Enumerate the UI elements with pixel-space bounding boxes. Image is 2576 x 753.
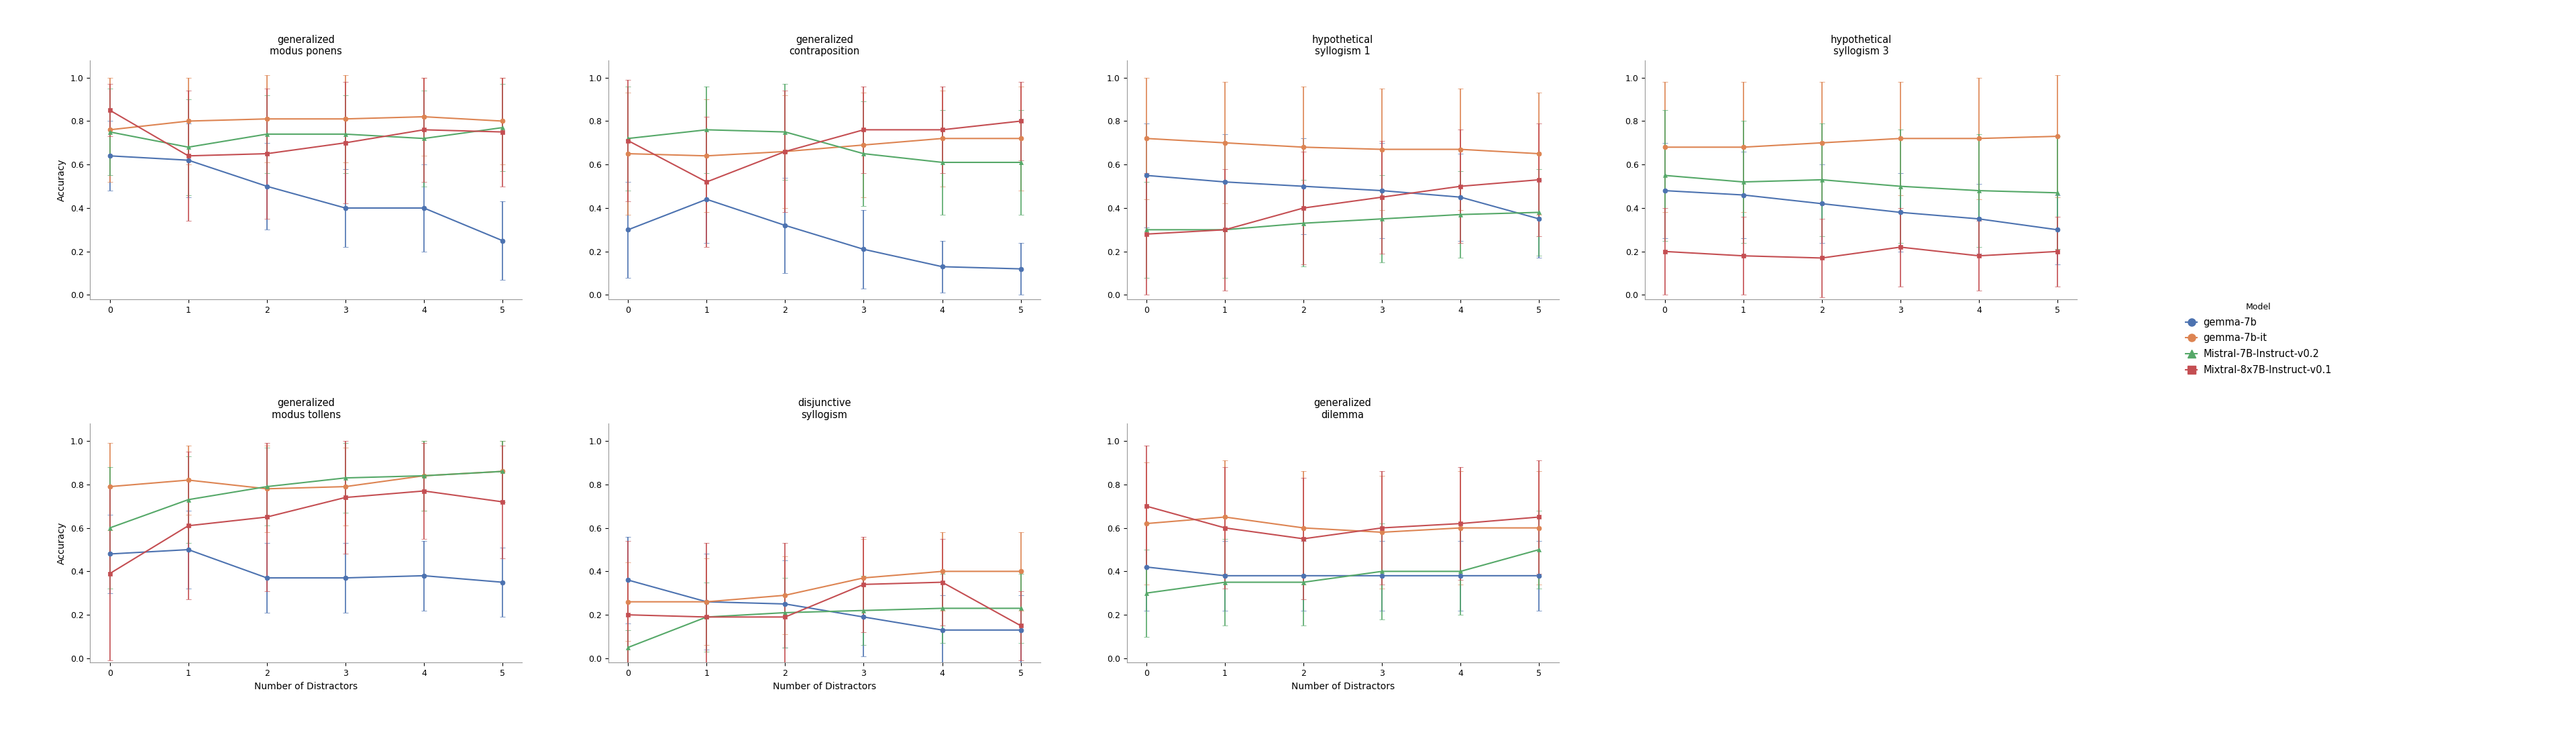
Title: generalized
contraposition: generalized contraposition: [788, 35, 860, 56]
Y-axis label: Accuracy: Accuracy: [57, 522, 67, 565]
X-axis label: Number of Distractors: Number of Distractors: [1291, 681, 1394, 691]
Y-axis label: Accuracy: Accuracy: [57, 158, 67, 201]
X-axis label: Number of Distractors: Number of Distractors: [773, 681, 876, 691]
X-axis label: Number of Distractors: Number of Distractors: [255, 681, 358, 691]
Title: disjunctive
syllogism: disjunctive syllogism: [799, 398, 850, 420]
Title: hypothetical
syllogism 3: hypothetical syllogism 3: [1832, 35, 1891, 56]
Title: hypothetical
syllogism 1: hypothetical syllogism 1: [1311, 35, 1373, 56]
Title: generalized
modus tollens: generalized modus tollens: [270, 398, 340, 420]
Title: generalized
dilemma: generalized dilemma: [1314, 398, 1370, 420]
Title: generalized
modus ponens: generalized modus ponens: [270, 35, 343, 56]
Legend: gemma-7b, gemma-7b-it, Mistral-7B-Instruct-v0.2, Mixtral-8x7B-Instruct-v0.1: gemma-7b, gemma-7b-it, Mistral-7B-Instru…: [2182, 299, 2336, 379]
